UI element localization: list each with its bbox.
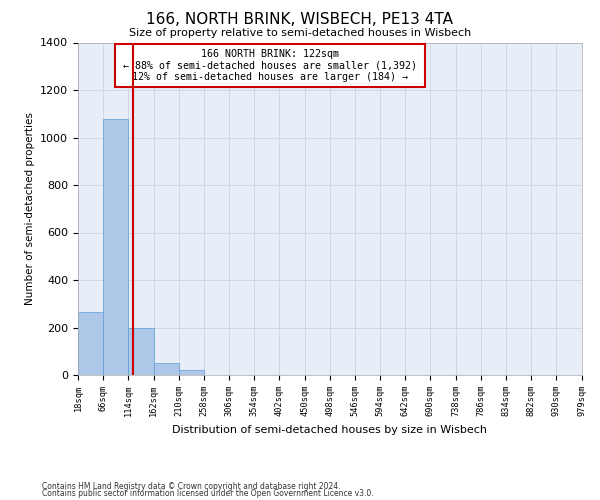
Bar [154, 363, 179, 375]
Y-axis label: Number of semi-detached properties: Number of semi-detached properties [25, 112, 35, 305]
Text: Contains public sector information licensed under the Open Government Licence v3: Contains public sector information licen… [42, 489, 374, 498]
X-axis label: Distribution of semi-detached houses by size in Wisbech: Distribution of semi-detached houses by … [173, 424, 487, 434]
Bar [103, 118, 128, 375]
Text: Contains HM Land Registry data © Crown copyright and database right 2024.: Contains HM Land Registry data © Crown c… [42, 482, 341, 491]
Bar [128, 328, 154, 375]
Text: Size of property relative to semi-detached houses in Wisbech: Size of property relative to semi-detach… [129, 28, 471, 38]
Bar [78, 312, 103, 375]
Bar [179, 370, 204, 375]
Text: 166, NORTH BRINK, WISBECH, PE13 4TA: 166, NORTH BRINK, WISBECH, PE13 4TA [146, 12, 454, 28]
Text: 166 NORTH BRINK: 122sqm  
← 88% of semi-detached houses are smaller (1,392)
  12: 166 NORTH BRINK: 122sqm ← 88% of semi-de… [119, 49, 419, 82]
